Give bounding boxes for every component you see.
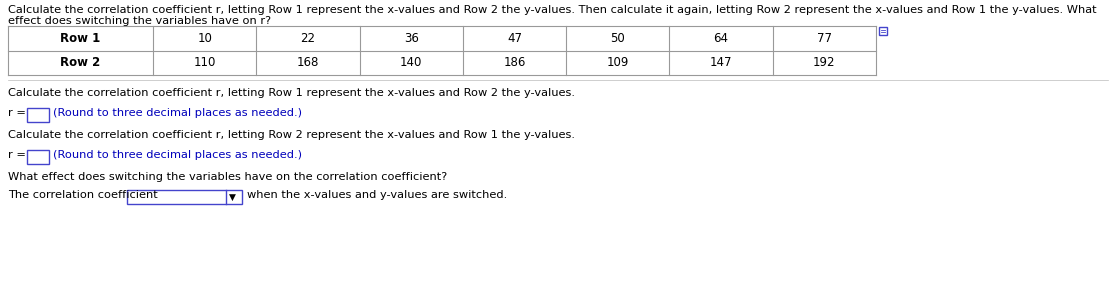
Text: 47: 47 [507,32,522,45]
Text: 140: 140 [400,56,422,69]
Text: 110: 110 [193,56,215,69]
Text: What effect does switching the variables have on the correlation coefficient?: What effect does switching the variables… [8,172,448,182]
Text: 147: 147 [710,56,732,69]
Text: Row 1: Row 1 [60,32,100,45]
Text: 22: 22 [300,32,316,45]
Text: Calculate the correlation coefficient r, letting Row 1 represent the x-values an: Calculate the correlation coefficient r,… [8,5,1097,15]
Text: 50: 50 [610,32,625,45]
Text: 10: 10 [198,32,212,45]
Text: when the x-values and y-values are switched.: when the x-values and y-values are switc… [247,190,508,200]
Text: 64: 64 [713,32,729,45]
Text: 168: 168 [297,56,319,69]
Text: r =: r = [8,108,26,118]
Text: 77: 77 [817,32,831,45]
Text: (Round to three decimal places as needed.): (Round to three decimal places as needed… [52,150,302,160]
Bar [879,27,887,35]
Bar [27,150,49,164]
Text: 109: 109 [607,56,629,69]
Text: 36: 36 [404,32,418,45]
Text: 192: 192 [814,56,836,69]
Text: r =: r = [8,150,26,160]
Text: Row 2: Row 2 [60,56,100,69]
Text: effect does switching the variables have on r?: effect does switching the variables have… [8,16,271,26]
Text: 186: 186 [503,56,526,69]
Text: ▼: ▼ [229,193,235,201]
Bar [127,190,242,204]
Bar [27,108,49,122]
Text: Calculate the correlation coefficient r, letting Row 2 represent the x-values an: Calculate the correlation coefficient r,… [8,130,575,140]
Text: The correlation coefficient: The correlation coefficient [8,190,157,200]
Text: (Round to three decimal places as needed.): (Round to three decimal places as needed… [52,108,302,118]
Text: Calculate the correlation coefficient r, letting Row 1 represent the x-values an: Calculate the correlation coefficient r,… [8,88,575,98]
